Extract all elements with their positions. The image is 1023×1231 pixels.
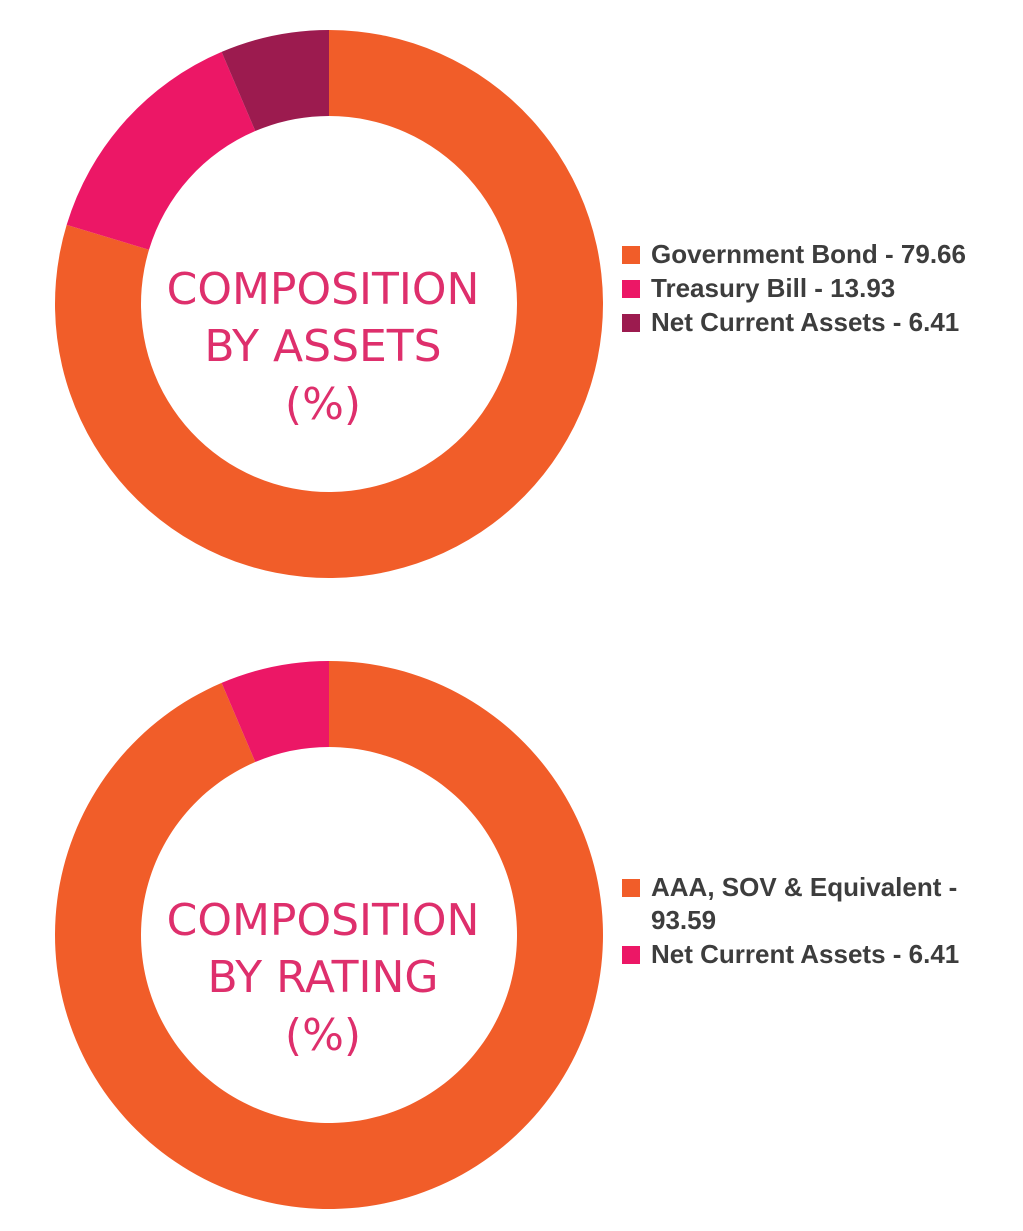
rating-center-title-line-1: COMPOSITION bbox=[167, 895, 480, 946]
slice-government-bond bbox=[54, 30, 603, 578]
legend-item-aaa-sov-equivalent: AAA, SOV & Equivalent - 93.59 bbox=[622, 871, 1002, 937]
composition-by-assets-chart: COMPOSITION BY ASSETS (%) Government Bon… bbox=[0, 0, 1023, 600]
legend-swatch bbox=[622, 246, 640, 264]
legend-label: Government Bond - 79.66 bbox=[651, 239, 966, 269]
assets-slices bbox=[54, 30, 603, 578]
slice-net-current-assets bbox=[221, 30, 329, 132]
slice-net-current-assets bbox=[221, 661, 329, 763]
legend-swatch bbox=[622, 879, 640, 897]
assets-legend: Government Bond - 79.66 Treasury Bill - … bbox=[622, 238, 1002, 340]
legend-item-net-current-assets: Net Current Assets - 6.41 bbox=[622, 306, 1002, 339]
assets-center-title-line-3: (%) bbox=[285, 379, 361, 430]
legend-label: Net Current Assets - 6.41 bbox=[651, 939, 960, 969]
legend-swatch bbox=[622, 946, 640, 964]
rating-slices bbox=[54, 661, 603, 1209]
legend-swatch bbox=[622, 314, 640, 332]
legend-label: Treasury Bill - 13.93 bbox=[651, 273, 896, 303]
assets-donut: COMPOSITION BY ASSETS (%) bbox=[54, 30, 603, 578]
composition-by-rating-chart: COMPOSITION BY RATING (%) AAA, SOV & Equ… bbox=[0, 631, 1023, 1231]
legend-item-net-current-assets: Net Current Assets - 6.41 bbox=[622, 938, 1002, 971]
rating-donut: COMPOSITION BY RATING (%) bbox=[54, 661, 603, 1209]
rating-center-title-line-3: (%) bbox=[285, 1010, 361, 1061]
slice-aaa-sov-equivalent bbox=[54, 661, 603, 1209]
legend-item-government-bond: Government Bond - 79.66 bbox=[622, 238, 1002, 271]
rating-center-title-line-2: BY RATING bbox=[208, 952, 439, 1003]
legend-swatch bbox=[622, 280, 640, 298]
assets-center-title-line-2: BY ASSETS bbox=[204, 321, 441, 372]
legend-label: Net Current Assets - 6.41 bbox=[651, 307, 960, 337]
legend-label: AAA, SOV & Equivalent - 93.59 bbox=[651, 872, 958, 935]
rating-legend: AAA, SOV & Equivalent - 93.59 Net Curren… bbox=[622, 871, 1002, 972]
assets-center-title-line-1: COMPOSITION bbox=[167, 264, 480, 315]
slice-treasury-bill bbox=[66, 51, 256, 250]
legend-item-treasury-bill: Treasury Bill - 13.93 bbox=[622, 272, 1002, 305]
